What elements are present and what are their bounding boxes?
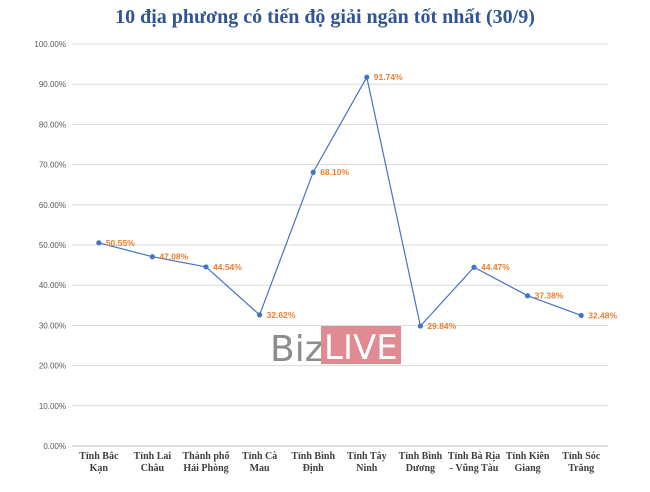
bizlive-watermark: Biz LIVE [270, 326, 401, 370]
y-tick-label: 90.00% [39, 80, 66, 89]
data-label: 47.08% [159, 252, 188, 262]
data-point [203, 264, 209, 270]
data-point [578, 312, 584, 319]
x-axis: Tỉnh Bắc Kạn Tỉnh Lai Châu Thành phố Hải Phòn… [79, 451, 601, 474]
data-point [257, 312, 263, 318]
watermark-live: LIVE [324, 328, 398, 368]
data-label: 29.84% [427, 321, 456, 331]
x-tick-label: Tỉnh Bà Rịa - Vũng Tàu [448, 451, 500, 474]
data-label: 50.55% [106, 238, 135, 248]
watermark-biz: Biz [270, 329, 324, 370]
gridlines [72, 43, 608, 447]
data-point [364, 74, 370, 80]
chart-title: 10 địa phương có tiến độ giải ngân tốt n… [115, 6, 535, 28]
y-tick-label: 40.00% [39, 281, 66, 290]
x-tick-label: Tỉnh Bắc Kạn [79, 451, 119, 474]
x-tick-label: Thành phố Hải Phòng [183, 451, 231, 474]
data-label: 91.74% [374, 72, 403, 82]
data-point [525, 293, 531, 299]
y-tick-label: 80.00% [39, 120, 66, 129]
data-label: 32.48% [588, 310, 617, 320]
y-tick-label: 100.00% [34, 40, 66, 49]
data-point [149, 254, 155, 260]
data-label: 32.62% [267, 310, 296, 320]
y-tick-label: 30.00% [39, 321, 66, 330]
x-tick-label: Tỉnh Kiên Giang [506, 451, 550, 474]
data-label: 68.10% [320, 167, 349, 177]
data-point [96, 240, 102, 246]
y-tick-label: 50.00% [39, 241, 66, 250]
y-tick-label: 70.00% [39, 161, 66, 170]
series [96, 74, 584, 329]
series-line [98, 75, 582, 328]
watermark-live-box [321, 326, 401, 364]
data-point [417, 323, 423, 329]
x-tick-label: Tỉnh Lai Châu [134, 451, 172, 474]
y-tick-label: 20.00% [39, 362, 66, 371]
data-point [310, 169, 316, 175]
x-tick-label: Tỉnh Bình Dương [399, 451, 443, 474]
y-axis: 0.00% 10.00% 20.00% 30.00% 40.00% 50.00% 60.00… [34, 40, 66, 451]
y-tick-label: 10.00% [39, 402, 66, 411]
data-label: 44.54% [213, 262, 242, 272]
x-tick-label: Tỉnh Sóc Trăng [562, 451, 601, 474]
x-tick-label: Tỉnh Cà Mau [242, 451, 277, 474]
x-tick-label: Tỉnh Tây Ninh [347, 451, 387, 474]
data-labels: 50.55% 47.08% 44.54% 32.62% 68.10% 91.74% 29.8… [106, 72, 618, 331]
data-label: 44.47% [481, 262, 510, 272]
y-tick-label: 0.00% [43, 442, 66, 451]
data-point [471, 264, 477, 270]
y-tick-label: 60.00% [39, 201, 66, 210]
x-tick-label: Tỉnh Bình Định [291, 451, 335, 474]
data-label: 37.38% [535, 291, 564, 301]
